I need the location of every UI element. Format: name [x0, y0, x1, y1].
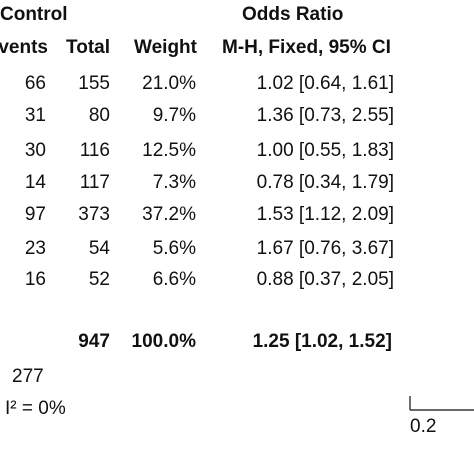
- total-row-or: 1.25 [1.02, 1.52]: [252, 331, 392, 352]
- row-2-total: 80: [88, 105, 110, 126]
- row-6-or: 1.67 [0.76, 3.67]: [256, 238, 394, 259]
- total-row-total: 947: [78, 331, 110, 352]
- total-row-weight: 100.0%: [131, 331, 196, 352]
- control-group-header: Control: [0, 4, 68, 25]
- row-7-events: 16: [24, 269, 46, 290]
- row-5-total: 373: [78, 204, 110, 225]
- odds-ratio-header: Odds Ratio: [242, 4, 344, 25]
- row-3-or: 1.00 [0.55, 1.83]: [256, 140, 394, 161]
- row-3-weight: 12.5%: [142, 140, 196, 161]
- row-4-events: 14: [24, 172, 46, 193]
- axis-tick-label: 0.2: [410, 416, 437, 437]
- row-3-total: 116: [79, 140, 110, 161]
- row-1-events: 66: [24, 73, 46, 94]
- col-header-total: Total: [66, 37, 110, 58]
- row-2-weight: 9.7%: [152, 105, 196, 126]
- row-4-total: 117: [79, 172, 110, 193]
- row-1-weight: 21.0%: [142, 73, 196, 94]
- row-1-total: 155: [78, 73, 110, 94]
- row-6-events: 23: [24, 238, 46, 259]
- col-header-weight: Weight: [134, 37, 197, 58]
- row-4-weight: 7.3%: [152, 172, 196, 193]
- row-5-or: 1.53 [1.12, 2.09]: [256, 204, 394, 225]
- row-1-or: 1.02 [0.64, 1.61]: [256, 73, 394, 94]
- total-events: 277: [12, 366, 44, 387]
- col-header-or-ci: M-H, Fixed, 95% CI: [222, 37, 391, 58]
- row-4-or: 0.78 [0.34, 1.79]: [256, 172, 394, 193]
- heterogeneity-statistic: I² = 0%: [5, 398, 66, 419]
- row-2-events: 31: [24, 105, 46, 126]
- row-6-total: 54: [88, 238, 110, 259]
- row-2-or: 1.36 [0.73, 2.55]: [256, 105, 394, 126]
- row-7-total: 52: [88, 269, 110, 290]
- row-7-weight: 6.6%: [152, 269, 196, 290]
- row-5-events: 97: [24, 204, 46, 225]
- row-3-events: 30: [24, 140, 46, 161]
- row-7-or: 0.88 [0.37, 2.05]: [256, 269, 394, 290]
- col-header-events: vents: [0, 37, 48, 58]
- row-5-weight: 37.2%: [142, 204, 196, 225]
- row-6-weight: 5.6%: [152, 238, 196, 259]
